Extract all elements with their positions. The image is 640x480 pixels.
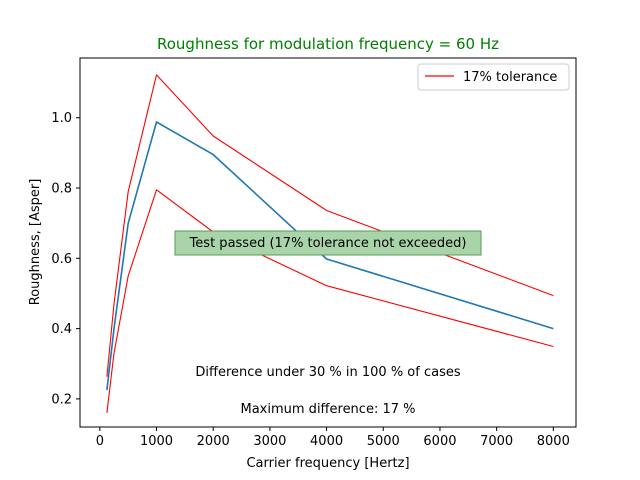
x-tick-label: 8000 — [537, 434, 570, 449]
status-box-background — [174, 230, 482, 256]
difference-annotation: Difference under 30 % in 100 % of cases — [195, 365, 460, 380]
y-tick-label: 0.8 — [51, 182, 72, 197]
legend: 17% tolerance — [417, 63, 570, 91]
x-tick-label: 5000 — [367, 434, 400, 449]
status-box: Test passed (17% tolerance not exceeded) — [174, 230, 482, 256]
x-tick-label: 6000 — [423, 434, 456, 449]
max-difference-annotation: Maximum difference: 17 % — [241, 402, 416, 417]
x-tick-label: 2000 — [197, 434, 230, 449]
plot-frame — [79, 57, 577, 428]
status-box-text: Test passed (17% tolerance not exceeded) — [189, 236, 467, 251]
y-tick-label: 0.6 — [51, 252, 72, 267]
legend-label: 17% tolerance — [463, 70, 557, 85]
y-axis-ticks: 0.2 0.4 0.6 0.8 1.0 — [51, 111, 80, 407]
series-line-measured — [106, 121, 554, 391]
series-line-lower-tolerance — [106, 189, 554, 413]
y-tick-label: 1.0 — [51, 111, 72, 126]
x-tick-label: 7000 — [480, 434, 513, 449]
y-tick-label: 0.2 — [51, 392, 72, 407]
x-tick-label: 1000 — [140, 434, 173, 449]
series-line-upper-tolerance — [106, 74, 554, 377]
x-tick-label: 4000 — [310, 434, 343, 449]
y-axis-label: Roughness, [Asper] — [28, 179, 43, 306]
x-tick-label: 3000 — [253, 434, 286, 449]
x-axis-label: Carrier frequency [Hertz] — [246, 456, 409, 471]
series-layer — [106, 74, 554, 413]
y-tick-label: 0.4 — [51, 322, 72, 337]
chart-title: Roughness for modulation frequency = 60 … — [157, 35, 499, 53]
legend-box — [417, 63, 570, 91]
x-axis-ticks: 0 1000 2000 3000 4000 5000 6000 7000 8000 — [96, 427, 570, 449]
x-tick-label: 0 — [96, 434, 104, 449]
